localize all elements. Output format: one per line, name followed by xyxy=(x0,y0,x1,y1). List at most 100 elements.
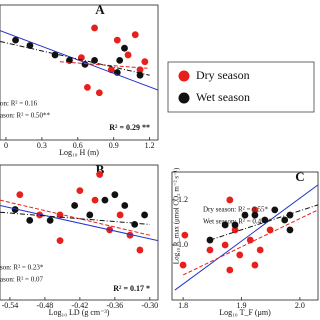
legend-box xyxy=(167,61,315,113)
point xyxy=(36,211,44,219)
fit-line xyxy=(174,184,318,291)
x-tick-label: -0.42 xyxy=(72,301,89,310)
point xyxy=(56,211,64,219)
point xyxy=(71,202,79,209)
point xyxy=(236,251,244,259)
point xyxy=(136,71,144,79)
fit-line xyxy=(0,40,150,76)
x-axis-label: Log₁₀ LD (g cm⁻³) xyxy=(49,308,110,317)
x-tick-label: -0.54 xyxy=(2,301,19,310)
fit-line xyxy=(182,209,318,276)
point xyxy=(91,56,98,64)
plot-area xyxy=(0,171,158,254)
point xyxy=(206,246,214,254)
x-tick-label: 2.0 xyxy=(295,301,305,310)
y-tick-label: 1.0 xyxy=(178,240,188,249)
fit-line xyxy=(0,205,158,242)
legend-label: Dry season xyxy=(196,68,250,82)
point xyxy=(181,231,189,239)
point xyxy=(141,211,148,219)
point xyxy=(26,42,34,49)
point xyxy=(11,206,19,213)
x-tick-label: -0.36 xyxy=(107,301,124,310)
x-tick-label: -0.30 xyxy=(142,301,159,310)
point xyxy=(141,58,149,66)
annotation: R² = 0.17 * xyxy=(113,284,150,293)
point xyxy=(26,216,34,224)
annotation: Dry season: R² = 0.55* xyxy=(203,206,268,214)
point xyxy=(56,237,64,245)
point xyxy=(95,89,103,97)
point xyxy=(83,83,91,91)
point xyxy=(286,211,294,219)
x-tick-label: 1.8 xyxy=(178,301,188,310)
x-tick-label: 1.2 xyxy=(145,141,155,150)
point xyxy=(221,221,229,229)
point xyxy=(261,216,269,224)
panel-title: C xyxy=(295,169,304,184)
point xyxy=(131,31,139,39)
point xyxy=(131,221,139,228)
fit-line xyxy=(209,204,318,241)
point xyxy=(91,196,99,204)
annotation: ason: R² = 0.07 xyxy=(0,276,43,284)
point xyxy=(16,191,24,199)
point xyxy=(281,216,289,224)
legend-label: Wet season xyxy=(196,90,250,104)
x-tick-label: 0.3 xyxy=(37,141,47,150)
x-tick-label: 0 xyxy=(4,141,8,150)
annotation: on: R² = 0.16 xyxy=(0,100,38,108)
x-tick-label: -0.48 xyxy=(37,301,54,310)
annotation: ason: R² = 0.50** xyxy=(0,112,50,120)
x-tick-label: 0.9 xyxy=(109,141,119,150)
annotation: Wet season: R² = 0.47** xyxy=(203,218,272,226)
point xyxy=(226,266,234,274)
point xyxy=(116,56,124,64)
point xyxy=(136,246,144,254)
panel-title: B xyxy=(96,162,105,177)
point xyxy=(286,226,294,234)
point xyxy=(111,191,119,199)
point xyxy=(241,211,249,219)
point xyxy=(113,36,121,44)
x-axis-label: Log₁₀ T_F (μm) xyxy=(219,308,271,317)
x-tick-label: 0.6 xyxy=(73,141,83,150)
point xyxy=(121,202,129,209)
point xyxy=(231,226,239,234)
y-tick-label: 1.2 xyxy=(178,195,188,204)
point xyxy=(96,171,104,178)
plot-frame xyxy=(0,164,159,301)
point xyxy=(231,221,239,229)
point xyxy=(81,61,89,68)
y-axis-label: Log₁₀ R_max (μmol CO₂ m⁻² s⁻¹) xyxy=(173,167,181,264)
point xyxy=(251,211,259,219)
x-axis-label: Log₁₀ H (m) xyxy=(59,148,99,157)
legend-marker xyxy=(178,92,190,104)
point xyxy=(256,246,264,254)
point xyxy=(251,261,259,269)
point xyxy=(101,196,109,204)
annotation: son: R² = 0.23* xyxy=(0,264,44,272)
x-tick-label: 1.9 xyxy=(236,301,246,310)
point xyxy=(76,187,84,195)
plot-area xyxy=(174,184,318,291)
point xyxy=(124,51,132,59)
point xyxy=(91,24,98,32)
point xyxy=(246,236,254,244)
point xyxy=(121,44,128,52)
plot-frame xyxy=(0,4,159,141)
point xyxy=(271,206,279,214)
point xyxy=(12,36,19,44)
point xyxy=(46,216,54,224)
panel-title: A xyxy=(95,2,105,17)
legend-marker xyxy=(178,70,190,82)
point xyxy=(226,196,234,204)
annotation: R² = 0.29 ** xyxy=(109,123,150,132)
fit-line xyxy=(0,199,150,236)
fit-line xyxy=(0,30,158,91)
point xyxy=(116,211,124,219)
point xyxy=(86,211,94,219)
plot-frame xyxy=(171,171,319,301)
point xyxy=(179,261,187,269)
